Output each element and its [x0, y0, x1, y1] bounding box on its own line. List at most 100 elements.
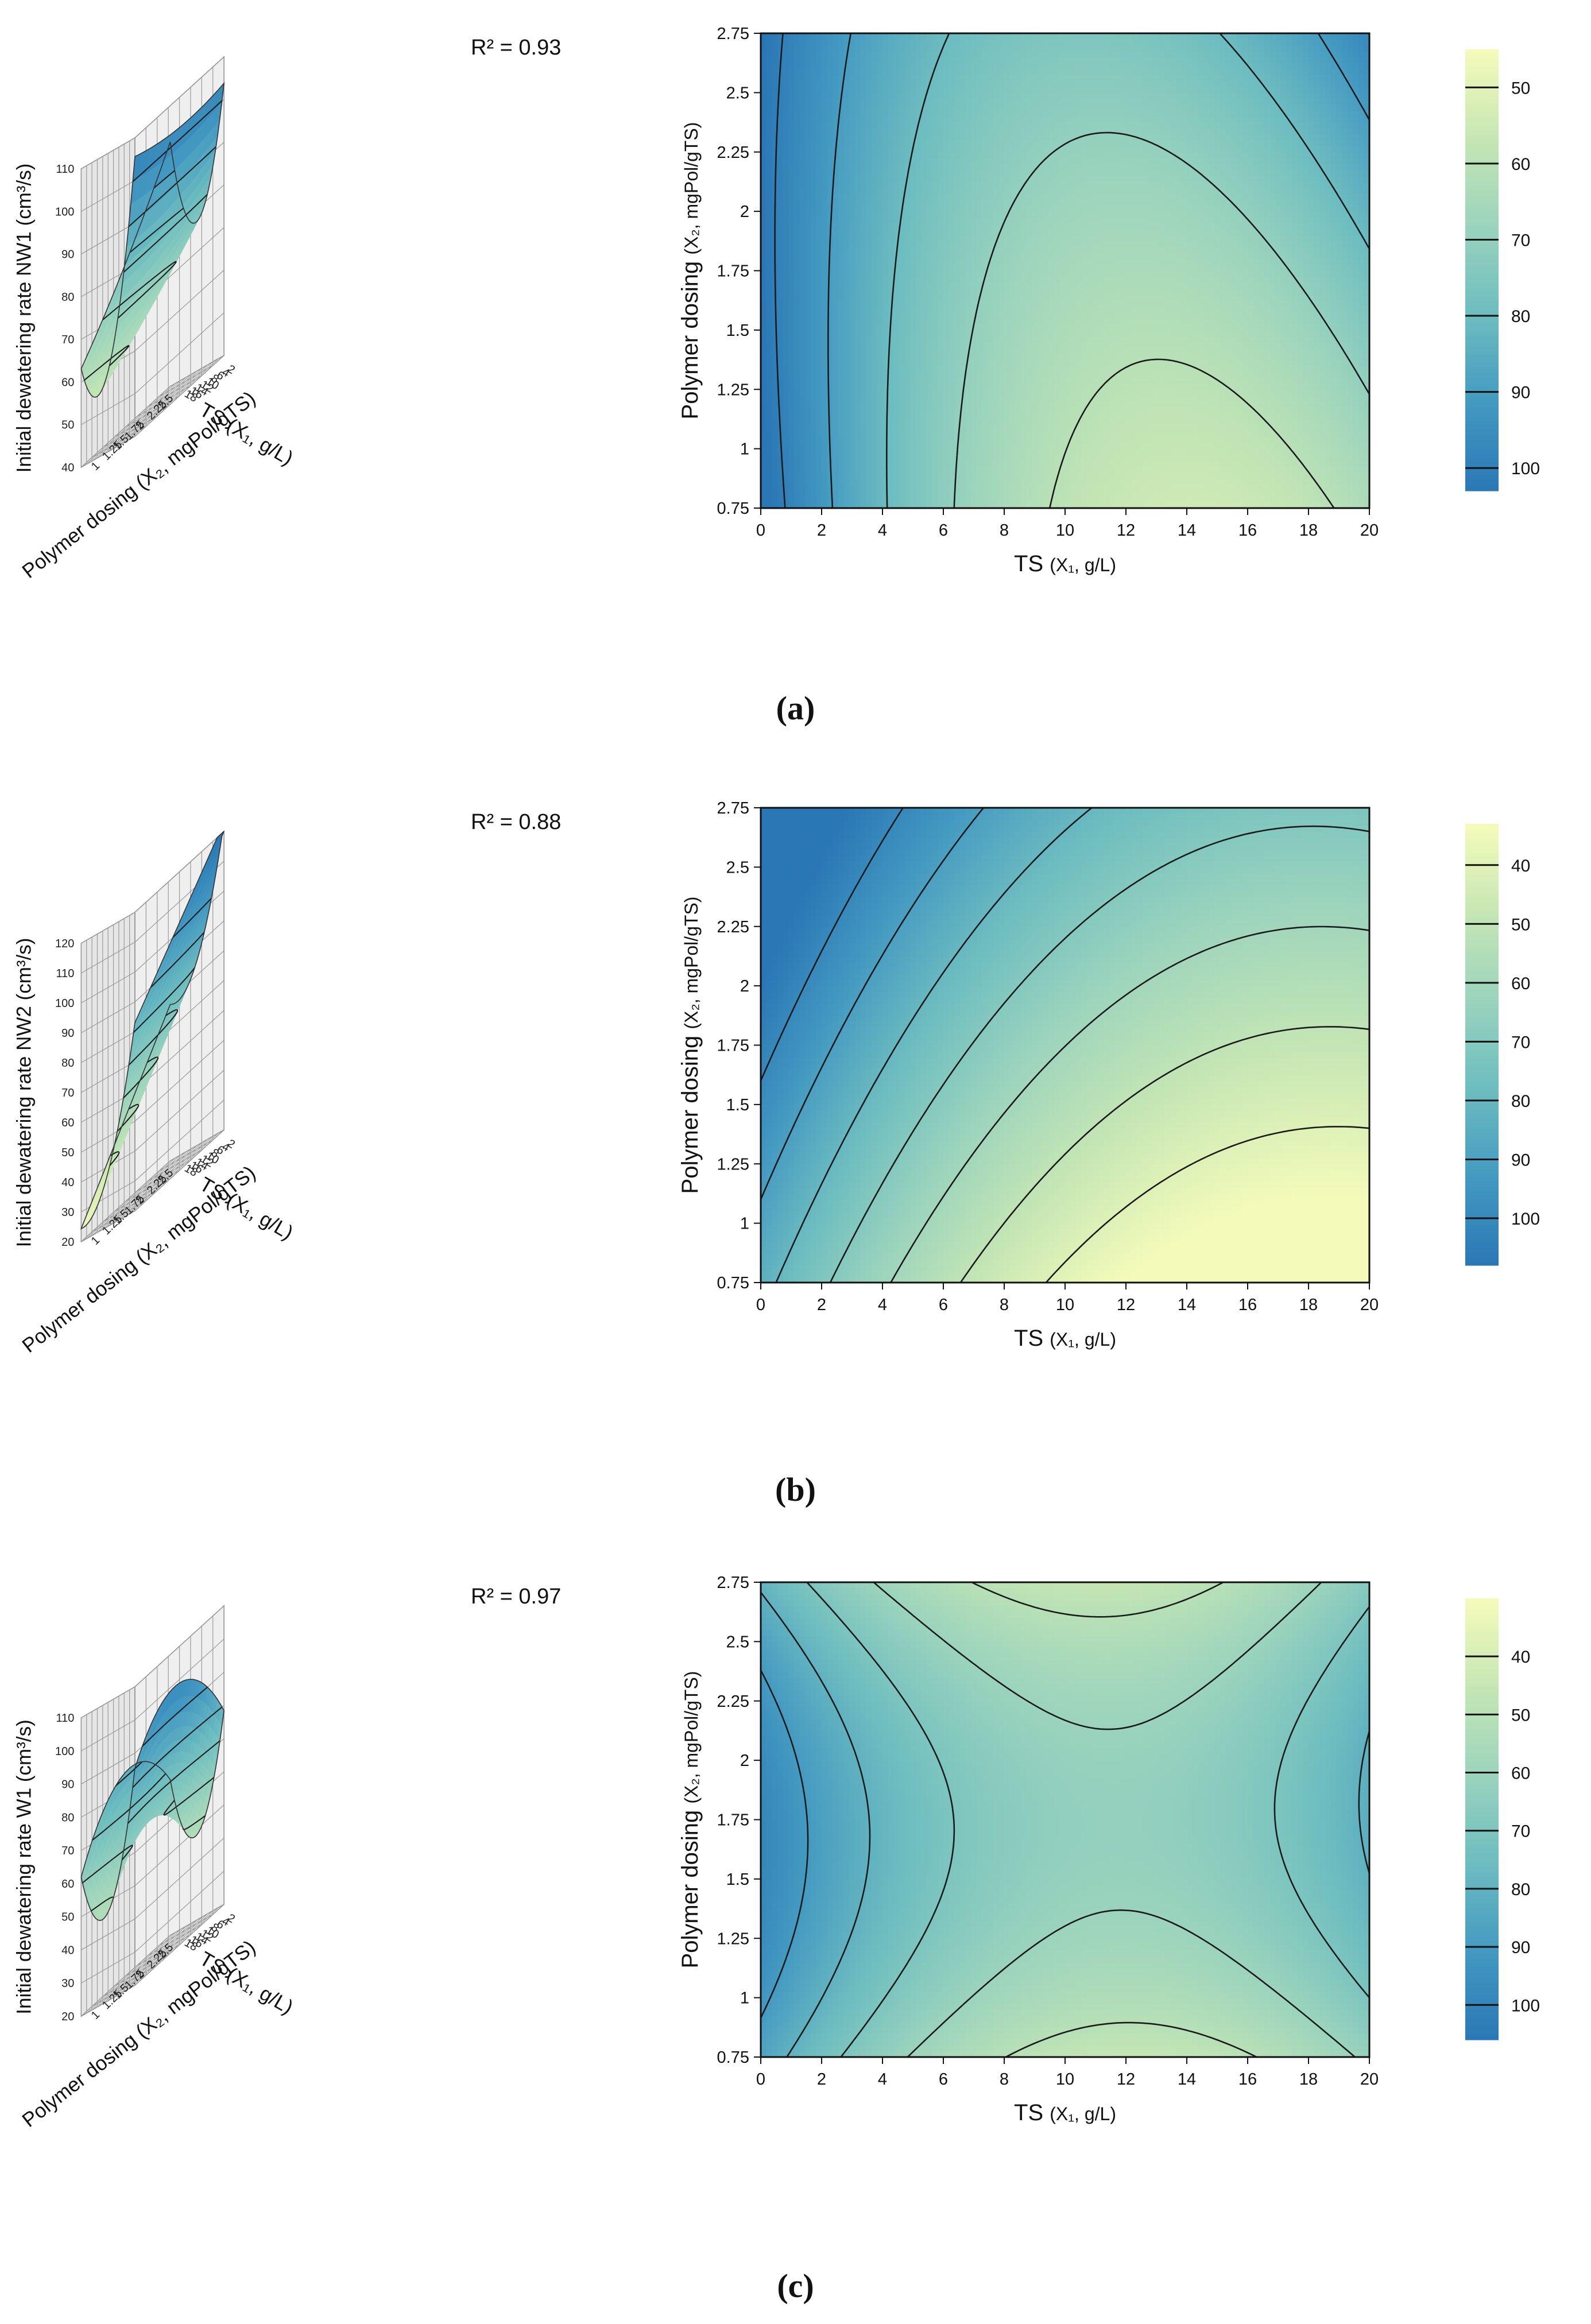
contour-cell [854, 478, 861, 485]
contour-cell [843, 205, 850, 212]
contour-cell [1015, 300, 1021, 307]
contour-cell [998, 176, 1005, 183]
contour-cell [988, 490, 994, 497]
contour-cell [1004, 80, 1011, 87]
contour-cell [899, 51, 905, 57]
contour-cell [1009, 484, 1016, 491]
contour-cell [1009, 235, 1016, 242]
contour-cell [988, 389, 994, 396]
contour-cell [777, 247, 784, 254]
contour-cell [772, 69, 778, 75]
contour-cell [877, 354, 883, 361]
contour-cell [893, 419, 900, 425]
contour-cell [833, 176, 839, 183]
contour-cell [877, 419, 883, 425]
contour-cell [927, 282, 933, 289]
contour-cell [1048, 217, 1055, 224]
contour-cell [766, 98, 772, 105]
contour-cell [810, 407, 816, 414]
contour-cell [965, 33, 971, 40]
contour-cell [932, 425, 938, 432]
contour-cell [816, 318, 822, 325]
contour-cell [788, 389, 795, 396]
contour-cell [783, 92, 789, 99]
contour-cell [949, 258, 955, 265]
contour-cell [927, 241, 933, 247]
contour-cell [1032, 258, 1038, 265]
contour-cell [899, 324, 905, 331]
contour-cell [788, 383, 795, 390]
contour-cell [777, 294, 784, 301]
contour-cell [766, 365, 772, 372]
contour-cell [822, 199, 828, 206]
contour-cell [910, 217, 916, 224]
contour-cell [959, 354, 966, 361]
contour-cell [954, 270, 961, 277]
contour-cell [805, 158, 811, 165]
contour-cell [860, 193, 866, 200]
contour-cell [954, 484, 961, 491]
contour-cell [788, 253, 795, 259]
contour-cell [1043, 330, 1049, 336]
contour-cell [976, 39, 983, 46]
contour-cell [954, 365, 961, 372]
contour-cell [932, 69, 938, 75]
contour-cell [993, 460, 999, 467]
contour-cell [799, 122, 806, 129]
contour-cell [827, 383, 833, 390]
contour-cell [910, 371, 916, 378]
contour-cell [766, 158, 772, 165]
contour-cell [949, 80, 955, 87]
contour-cell [976, 318, 983, 325]
contour-cell [805, 383, 811, 390]
contour-cell [810, 371, 816, 378]
contour-cell [1048, 169, 1055, 176]
contour-cell [854, 395, 861, 402]
contour-cell [1009, 98, 1016, 105]
contour-cell [777, 187, 784, 194]
contour-cell [1048, 253, 1055, 259]
contour-cell [843, 253, 850, 259]
contour-cell [1009, 496, 1016, 503]
contour-cell [1026, 116, 1032, 123]
contour-cell [1004, 401, 1011, 408]
contour-cell [910, 490, 916, 497]
contour-cell [938, 365, 944, 372]
contour-cell [822, 395, 828, 402]
contour-cell [882, 371, 889, 378]
contour-cell [932, 51, 938, 57]
contour-cell [959, 342, 966, 348]
contour-cell [988, 104, 994, 111]
contour-cell [843, 443, 850, 450]
contour-cell [772, 140, 778, 147]
contour-cell [932, 217, 938, 224]
contour-cell [1020, 312, 1027, 319]
contour-cell [860, 158, 866, 165]
contour-cell [965, 87, 971, 93]
contour-cell [1009, 205, 1016, 212]
contour-cell [904, 116, 911, 123]
contour-cell [949, 69, 955, 75]
contour-cell [793, 253, 800, 259]
contour-cell [959, 484, 966, 491]
contour-cell [976, 187, 983, 194]
contour-cell [954, 312, 961, 319]
contour-cell [899, 45, 905, 52]
contour-cell [954, 330, 961, 336]
contour-cell [860, 484, 866, 491]
contour-cell [838, 104, 845, 111]
contour-cell [1032, 419, 1038, 425]
contour-cell [976, 484, 983, 491]
contour-cell [1015, 241, 1021, 247]
contour-cell [799, 87, 806, 93]
contour-cell [843, 134, 850, 141]
contour-cell [949, 247, 955, 254]
contour-cell [827, 199, 833, 206]
contour-cell [1009, 134, 1016, 141]
contour-cell [799, 164, 806, 171]
contour-cell [1032, 443, 1038, 450]
contour-cell [860, 39, 866, 46]
contour-cell [921, 460, 927, 467]
contour-cell [988, 413, 994, 420]
contour-cell [761, 199, 767, 206]
